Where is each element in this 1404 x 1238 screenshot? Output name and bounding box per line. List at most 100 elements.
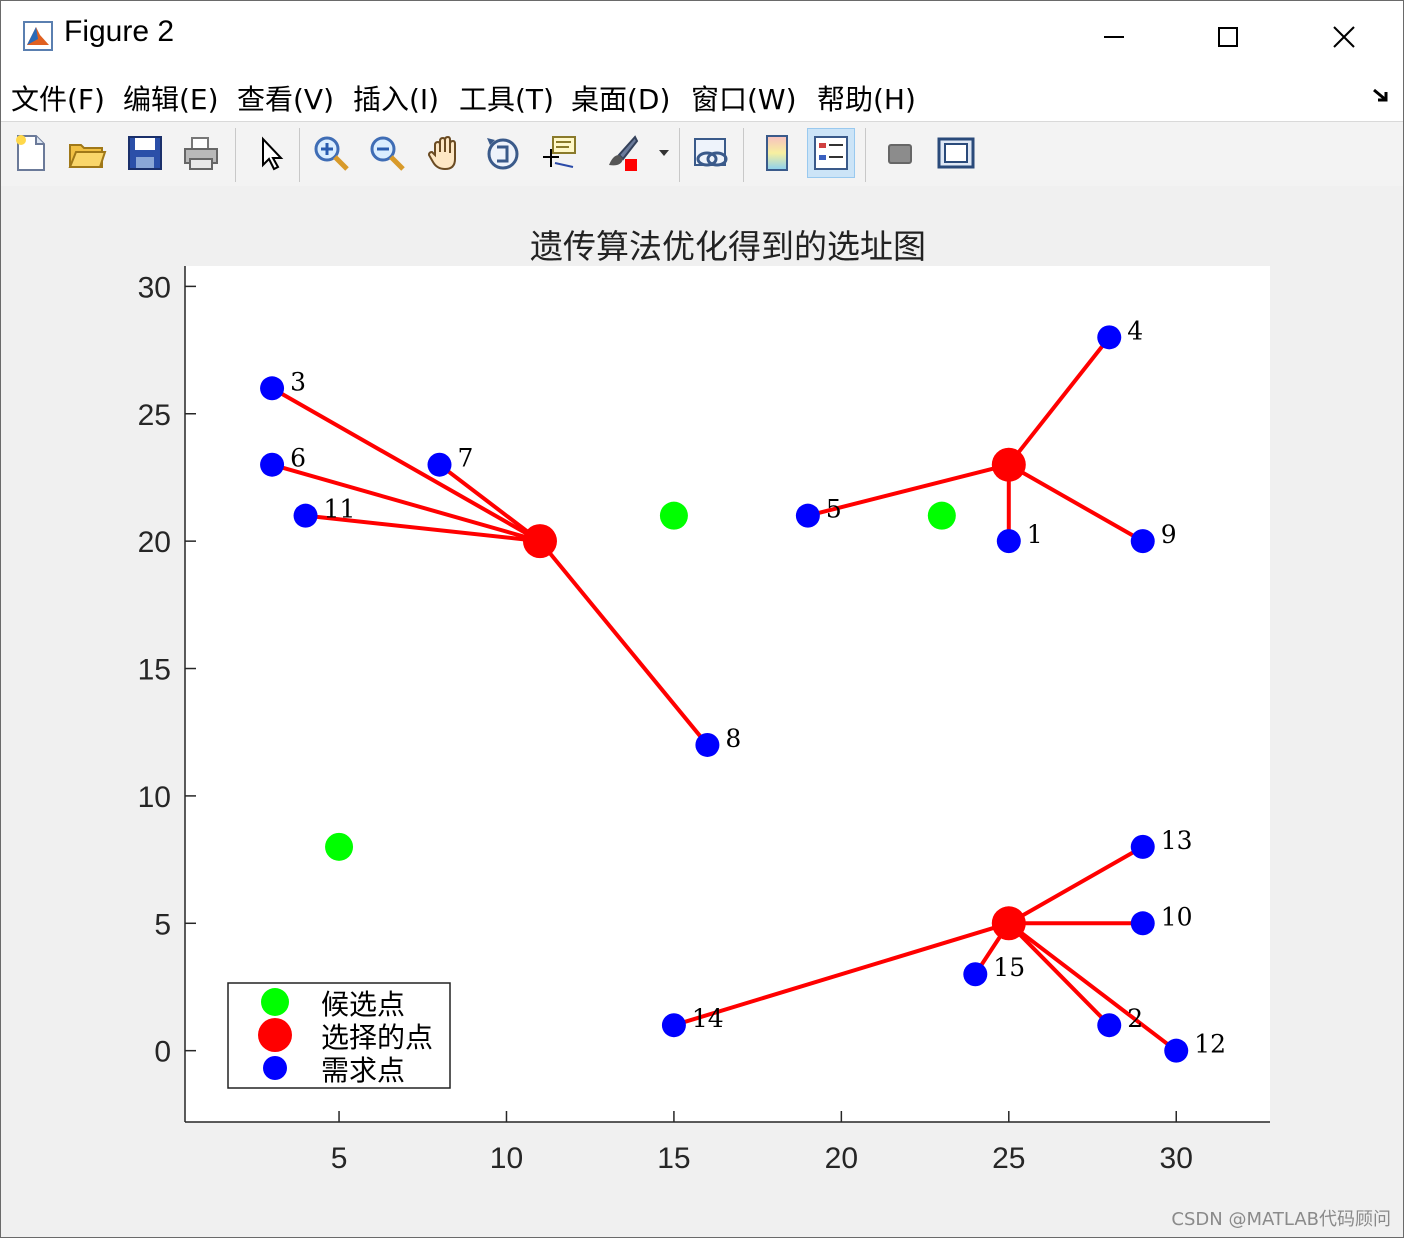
plot-area bbox=[185, 266, 1270, 1122]
demand-point-label: 11 bbox=[324, 495, 356, 524]
demand-point[interactable] bbox=[1164, 1038, 1189, 1063]
demand-point-label: 9 bbox=[1161, 520, 1177, 549]
demand-point-label: 12 bbox=[1194, 1030, 1226, 1059]
legend-label-selected: 选择的点 bbox=[321, 1021, 433, 1054]
open-file-button[interactable] bbox=[63, 128, 111, 178]
data-cursor-icon bbox=[543, 136, 576, 168]
maximize-button[interactable] bbox=[1173, 1, 1283, 73]
show-plot-tools-button[interactable] bbox=[931, 128, 979, 178]
menu-desktop[interactable]: 桌面(D) bbox=[571, 83, 671, 116]
demand-point[interactable] bbox=[1130, 529, 1155, 554]
menu-help[interactable]: 帮助(H) bbox=[817, 83, 916, 116]
x-tick-label: 10 bbox=[490, 1142, 523, 1175]
demand-point-label: 8 bbox=[725, 724, 741, 753]
legend-label-candidate: 候选点 bbox=[321, 988, 405, 1021]
selected-point[interactable] bbox=[522, 524, 557, 559]
x-tick-label: 30 bbox=[1160, 1142, 1193, 1175]
demand-point-label: 2 bbox=[1127, 1004, 1143, 1033]
zoom-out-button[interactable] bbox=[363, 128, 411, 178]
assignment-line bbox=[1007, 462, 1144, 543]
demand-point[interactable] bbox=[427, 452, 452, 477]
demand-point[interactable] bbox=[293, 503, 318, 528]
demand-point-label: 6 bbox=[290, 444, 306, 473]
zoom-in-button[interactable] bbox=[307, 128, 355, 178]
legend-marker-selected bbox=[258, 1018, 292, 1052]
demand-point[interactable] bbox=[260, 452, 285, 477]
print-icon bbox=[184, 137, 218, 170]
rotate-3d-button[interactable] bbox=[479, 128, 527, 178]
window-title: Figure 2 bbox=[64, 15, 175, 48]
rotate-3d-icon bbox=[487, 138, 519, 170]
save-button[interactable] bbox=[121, 128, 169, 178]
demand-point[interactable] bbox=[1130, 911, 1155, 936]
pan-hand-icon bbox=[427, 135, 456, 171]
minimize-icon bbox=[1104, 36, 1124, 38]
assignment-line bbox=[1007, 845, 1144, 926]
new-figure-icon bbox=[16, 135, 45, 171]
candidate-point[interactable] bbox=[659, 501, 688, 530]
demand-point[interactable] bbox=[1130, 834, 1155, 859]
demand-point[interactable] bbox=[996, 529, 1021, 554]
assignment-line bbox=[807, 462, 1010, 518]
hide-plot-tools-button[interactable] bbox=[875, 128, 923, 178]
open-file-icon bbox=[68, 144, 107, 168]
figure-toolbar bbox=[1, 121, 1403, 187]
demand-point-label: 5 bbox=[826, 495, 842, 524]
brush-button[interactable] bbox=[597, 128, 645, 178]
menu-view[interactable]: 查看(V) bbox=[237, 83, 335, 116]
selected-point[interactable] bbox=[991, 906, 1026, 941]
selected-point[interactable] bbox=[991, 447, 1026, 482]
menu-file[interactable]: 文件(F) bbox=[11, 83, 105, 116]
colorbar-button[interactable] bbox=[753, 128, 801, 178]
x-tick-label: 25 bbox=[992, 1142, 1025, 1175]
brush-dropdown-button[interactable] bbox=[651, 128, 677, 178]
candidate-point[interactable] bbox=[927, 501, 956, 530]
legend[interactable]: 候选点 选择的点 需求点 bbox=[227, 982, 451, 1089]
demand-point[interactable] bbox=[963, 962, 988, 987]
demand-point[interactable] bbox=[1097, 325, 1122, 350]
toolbar-separator bbox=[235, 128, 236, 182]
y-tick-label: 25 bbox=[138, 399, 171, 432]
y-tick-label: 30 bbox=[138, 271, 171, 304]
x-tick-label: 20 bbox=[825, 1142, 858, 1175]
close-button[interactable] bbox=[1289, 1, 1399, 73]
close-icon bbox=[1333, 26, 1355, 48]
hide-plot-tools-icon bbox=[888, 144, 912, 164]
colorbar-icon bbox=[766, 135, 788, 171]
assignment-line bbox=[271, 462, 541, 544]
zoom-out-icon bbox=[370, 136, 405, 171]
legend-marker-demand bbox=[263, 1056, 287, 1080]
legend-button[interactable] bbox=[807, 128, 855, 178]
link-plot-button[interactable] bbox=[687, 128, 735, 178]
matlab-app-icon bbox=[23, 21, 53, 51]
y-tick-label: 15 bbox=[138, 654, 171, 687]
minimize-button[interactable] bbox=[1059, 1, 1169, 73]
demand-point[interactable] bbox=[260, 376, 285, 401]
candidate-point[interactable] bbox=[325, 832, 354, 861]
title-bar: Figure 2 bbox=[1, 1, 1403, 73]
menu-insert[interactable]: 插入(I) bbox=[353, 83, 440, 116]
data-cursor-button[interactable] bbox=[535, 128, 583, 178]
menu-window[interactable]: 窗口(W) bbox=[691, 83, 797, 116]
menu-edit[interactable]: 编辑(E) bbox=[123, 83, 219, 116]
demand-point[interactable] bbox=[695, 732, 720, 757]
dock-arrow-icon[interactable] bbox=[1371, 85, 1393, 107]
assignment-line bbox=[673, 921, 1010, 1028]
demand-point[interactable] bbox=[1097, 1013, 1122, 1038]
assignment-line bbox=[438, 463, 542, 543]
demand-point[interactable] bbox=[661, 1013, 686, 1038]
demand-point[interactable] bbox=[795, 503, 820, 528]
assignment-line bbox=[1007, 921, 1111, 1027]
pointer-icon bbox=[262, 136, 284, 171]
print-button[interactable] bbox=[177, 128, 225, 178]
legend-icon bbox=[814, 136, 848, 170]
pointer-button[interactable] bbox=[245, 128, 293, 178]
y-tick-label: 0 bbox=[154, 1036, 171, 1069]
brush-dropdown-icon bbox=[659, 150, 669, 156]
new-figure-button[interactable] bbox=[7, 128, 55, 178]
menu-tools[interactable]: 工具(T) bbox=[459, 83, 554, 116]
pan-button[interactable] bbox=[421, 128, 469, 178]
x-tick-label: 5 bbox=[331, 1142, 348, 1175]
legend-label-demand: 需求点 bbox=[321, 1054, 405, 1087]
